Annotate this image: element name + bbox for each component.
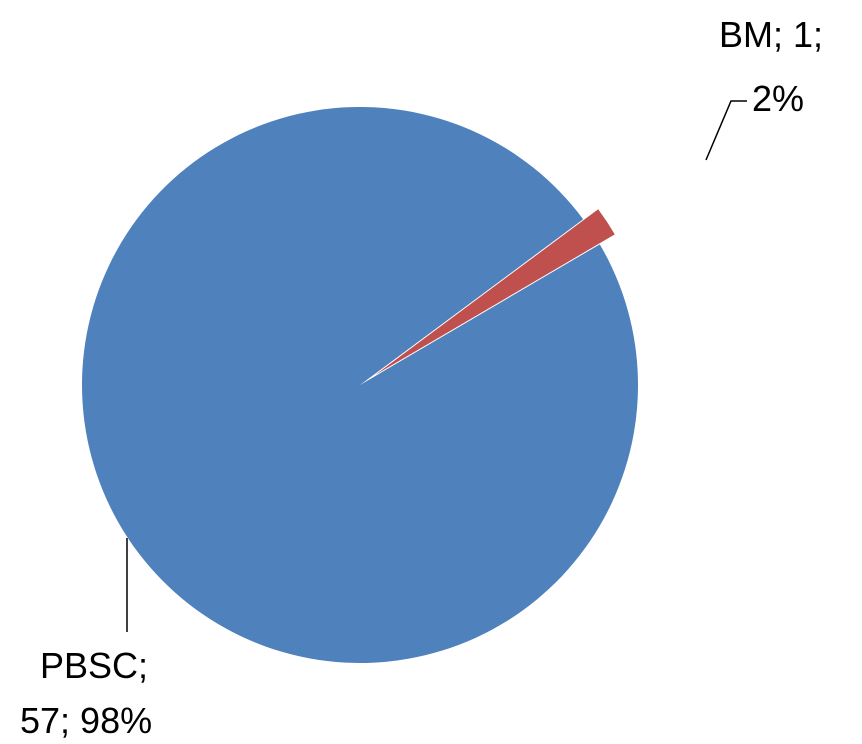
pie-slice-pbsc bbox=[82, 107, 639, 664]
bm-label-line-1: BM; 1; bbox=[719, 14, 823, 55]
bm-leader-line bbox=[705, 100, 747, 161]
pie-slice-bm bbox=[375, 209, 615, 376]
bm-data-label: BM; 1; 2% bbox=[705, 14, 823, 161]
pbsc-label-line-2: 57; 98% bbox=[20, 700, 152, 741]
pbsc-label-line-1: PBSC; bbox=[40, 645, 148, 686]
bm-label-line-2: 2% bbox=[752, 78, 804, 119]
pie-slices bbox=[82, 107, 639, 664]
pbsc-data-label: PBSC; 57; 98% bbox=[20, 538, 152, 741]
